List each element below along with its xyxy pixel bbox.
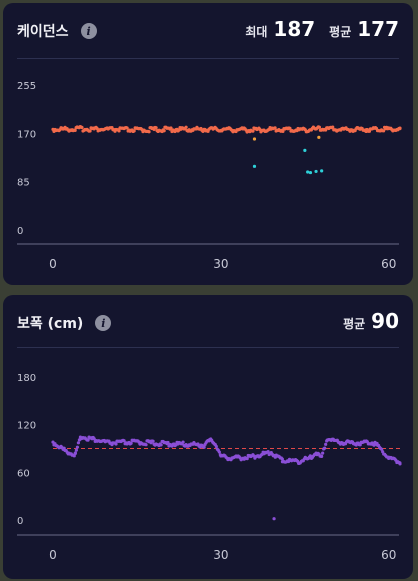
cadence-max-label: 최대 — [245, 25, 268, 39]
data-point — [129, 441, 133, 445]
x-tick-label: 0 — [49, 548, 57, 562]
data-point — [147, 130, 151, 134]
data-point — [245, 457, 249, 461]
cadence-avg-label: 평균 — [329, 25, 352, 39]
data-point — [80, 125, 84, 130]
data-point — [331, 125, 335, 129]
stride-card: 보폭 (cm) i 평균 90 180 120 60 0 0 30 60 — [3, 295, 413, 579]
data-point — [317, 125, 322, 129]
data-point — [154, 126, 158, 130]
y-tick-label: 255 — [17, 81, 36, 92]
data-point — [381, 129, 386, 133]
data-point — [74, 448, 78, 452]
cadence-divider — [17, 58, 399, 59]
data-point — [166, 440, 170, 445]
data-point — [132, 129, 136, 133]
info-icon[interactable]: i — [80, 23, 97, 39]
data-point — [398, 126, 402, 130]
data-point — [320, 454, 324, 458]
data-point — [214, 444, 218, 449]
data-point — [159, 443, 163, 447]
cadence-title: 케이던스 — [17, 24, 69, 40]
data-point — [251, 129, 255, 133]
data-point — [358, 443, 362, 447]
data-point — [217, 450, 221, 454]
stride-title-row: 보폭 (cm) i — [17, 313, 112, 333]
x-tick-label: 30 — [213, 257, 228, 271]
data-point — [306, 170, 310, 174]
data-point — [75, 445, 80, 449]
stride-divider — [17, 347, 399, 348]
data-point — [252, 164, 257, 168]
data-point — [169, 126, 173, 130]
data-point — [151, 439, 155, 443]
cadence-avg-value: 177 — [357, 17, 399, 41]
cadence-card: 케이던스 i 최대 187 평균 177 255 170 85 0 0 30 60 — [3, 3, 413, 285]
data-point — [380, 447, 384, 451]
data-point — [86, 438, 90, 442]
data-point — [266, 449, 270, 454]
data-point — [144, 443, 148, 447]
cadence-title-row: 케이던스 i — [17, 21, 97, 41]
data-point — [324, 442, 328, 446]
data-point — [281, 129, 285, 133]
data-point — [321, 451, 325, 455]
stride-stats: 평균 90 — [343, 309, 399, 333]
cadence-stats: 최대 187 평균 177 — [245, 17, 399, 41]
y-tick-label: 170 — [17, 129, 36, 140]
y-tick-label: 0 — [17, 226, 23, 237]
x-tick-label: 60 — [381, 257, 396, 271]
cadence-max-value: 187 — [273, 17, 316, 41]
x-tick-label: 30 — [213, 548, 228, 562]
data-point — [303, 148, 307, 152]
stride-chart: 180 120 60 0 0 30 60 — [17, 373, 402, 562]
data-point — [202, 445, 206, 449]
data-point — [122, 439, 126, 443]
data-point — [88, 129, 92, 133]
data-point — [317, 135, 321, 139]
info-icon[interactable]: i — [95, 315, 112, 331]
x-tick-label: 60 — [381, 548, 396, 562]
y-tick-label: 60 — [17, 468, 30, 479]
data-point — [181, 440, 185, 444]
data-point — [273, 126, 277, 130]
data-point — [73, 128, 77, 132]
data-point — [114, 442, 118, 446]
y-tick-label: 120 — [17, 421, 36, 432]
data-point — [76, 441, 81, 445]
data-point — [308, 170, 313, 175]
stride-title: 보폭 (cm) — [17, 316, 84, 332]
y-tick-label: 180 — [17, 373, 36, 384]
cadence-chart: 255 170 85 0 0 30 60 — [17, 81, 402, 271]
data-point — [367, 129, 372, 133]
data-point — [272, 517, 276, 521]
data-point — [162, 129, 166, 133]
data-point — [314, 169, 318, 174]
data-point — [288, 126, 292, 130]
data-point — [252, 137, 257, 141]
y-tick-label: 0 — [17, 516, 23, 527]
y-tick-label: 85 — [17, 178, 30, 189]
data-point — [73, 451, 77, 455]
data-point — [398, 462, 402, 466]
x-tick-label: 0 — [49, 257, 57, 271]
data-point — [323, 446, 327, 450]
stride-avg-label: 평균 — [343, 317, 366, 331]
data-point — [184, 125, 188, 129]
stride-avg-value: 90 — [371, 309, 399, 333]
data-point — [320, 169, 324, 173]
data-point — [117, 129, 121, 133]
data-point — [125, 126, 129, 130]
